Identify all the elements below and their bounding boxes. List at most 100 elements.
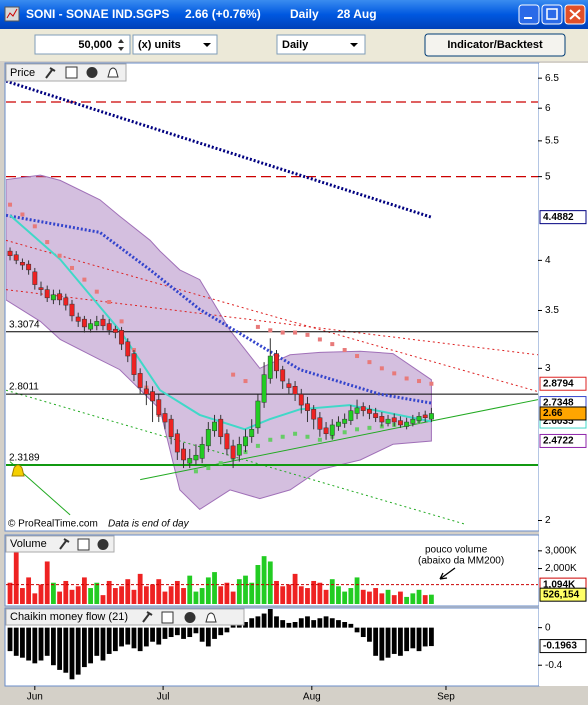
header-box <box>5 608 245 626</box>
bar <box>137 573 143 604</box>
candle-body <box>100 318 106 327</box>
chaikin-header: Chaikin money flow (21) <box>5 608 245 626</box>
indicator-button[interactable] <box>424 33 566 57</box>
value-tag-label: 1,094K <box>543 579 576 590</box>
y-tick-label: 3 <box>545 363 551 374</box>
candle-body <box>397 420 403 426</box>
dropdown-arrow <box>350 43 358 47</box>
close-icon[interactable] <box>184 612 196 623</box>
x-tick-label: Jun <box>27 692 43 703</box>
bar <box>181 588 186 604</box>
bar <box>354 577 360 604</box>
bar <box>329 579 335 604</box>
wrench-icon[interactable] <box>45 67 56 79</box>
window-icon[interactable] <box>65 66 78 79</box>
bar <box>7 627 13 652</box>
value-tag-label: -0.1963 <box>543 641 577 652</box>
bar <box>100 627 106 661</box>
bar <box>69 627 75 680</box>
bar <box>143 627 149 647</box>
timeframe-dropdown[interactable] <box>276 34 366 55</box>
sar-dot <box>305 332 310 337</box>
bar <box>32 627 38 664</box>
panel-title: Price <box>10 67 35 79</box>
maximize-button[interactable] <box>541 4 563 25</box>
candle-body <box>88 323 94 330</box>
quantity-input[interactable] <box>34 34 131 55</box>
bar <box>261 556 267 604</box>
units-value: (x) units <box>138 39 181 51</box>
candle-body <box>50 294 56 301</box>
candle-body <box>112 328 118 333</box>
bar <box>112 627 118 652</box>
sar-dot <box>218 461 223 466</box>
candle-body <box>168 418 174 438</box>
candle-body <box>348 410 354 421</box>
close-icon[interactable] <box>97 539 109 550</box>
sar-dot <box>268 328 273 333</box>
bar <box>218 627 224 636</box>
bar <box>410 593 416 604</box>
bar <box>336 620 341 628</box>
sar-dot <box>305 434 310 439</box>
alert-icon[interactable] <box>205 612 217 623</box>
wrench-icon[interactable] <box>59 538 70 550</box>
timeframe-value: Daily <box>282 39 309 51</box>
candle-body <box>69 303 75 317</box>
indicator-line <box>6 213 432 405</box>
bar <box>243 622 248 628</box>
wrench-icon[interactable] <box>142 611 153 623</box>
candle-body <box>131 353 137 375</box>
candle-body <box>63 297 69 306</box>
sar-dot <box>255 443 260 448</box>
bar <box>385 627 391 658</box>
candle-body <box>119 330 125 345</box>
sar-dot <box>367 425 372 430</box>
sar-dot <box>392 371 397 376</box>
window-icon[interactable] <box>161 611 174 624</box>
window-icon[interactable] <box>77 538 90 551</box>
bar <box>249 582 255 604</box>
bar <box>224 627 230 633</box>
candle-body <box>323 427 329 435</box>
bar <box>212 627 217 639</box>
trend-line <box>6 239 538 393</box>
bar <box>360 627 366 638</box>
bar <box>193 627 199 634</box>
sar-dot <box>342 430 347 435</box>
bar <box>156 579 162 604</box>
axes: 2 3 3.5 4 5 5.5 6 6.5 3.3074 2.8011 2.3189 3,000K 2,… <box>9 73 577 703</box>
value-tag-label: 526,154 <box>543 589 580 600</box>
alert-icon[interactable] <box>107 67 119 78</box>
app-icon <box>4 6 20 22</box>
app-icon-line <box>6 8 18 19</box>
bar <box>410 627 416 649</box>
close-icon[interactable] <box>86 67 98 78</box>
candle-body <box>162 413 168 423</box>
annotation: (abaixo da MM200) <box>418 556 504 567</box>
candle-body <box>255 400 261 429</box>
bar <box>174 627 180 636</box>
sar-dot <box>94 289 99 294</box>
candle-body <box>19 261 25 266</box>
spinner[interactable] <box>118 39 124 51</box>
bar <box>20 588 25 604</box>
candle-body <box>44 289 50 299</box>
bar <box>187 627 193 638</box>
y-tick-label: -0.4 <box>545 660 563 671</box>
candle-body <box>13 254 19 261</box>
bar <box>367 591 372 604</box>
bar <box>360 589 366 604</box>
candle-body <box>26 263 32 271</box>
units-dropdown[interactable] <box>132 34 218 55</box>
bar <box>119 586 124 604</box>
minimize-button[interactable] <box>518 4 540 25</box>
bar <box>416 627 422 652</box>
bar <box>88 588 93 604</box>
candle-body <box>57 293 63 301</box>
bar <box>342 622 348 628</box>
bar <box>367 627 372 642</box>
candle-body <box>385 418 391 424</box>
bar <box>51 627 56 666</box>
